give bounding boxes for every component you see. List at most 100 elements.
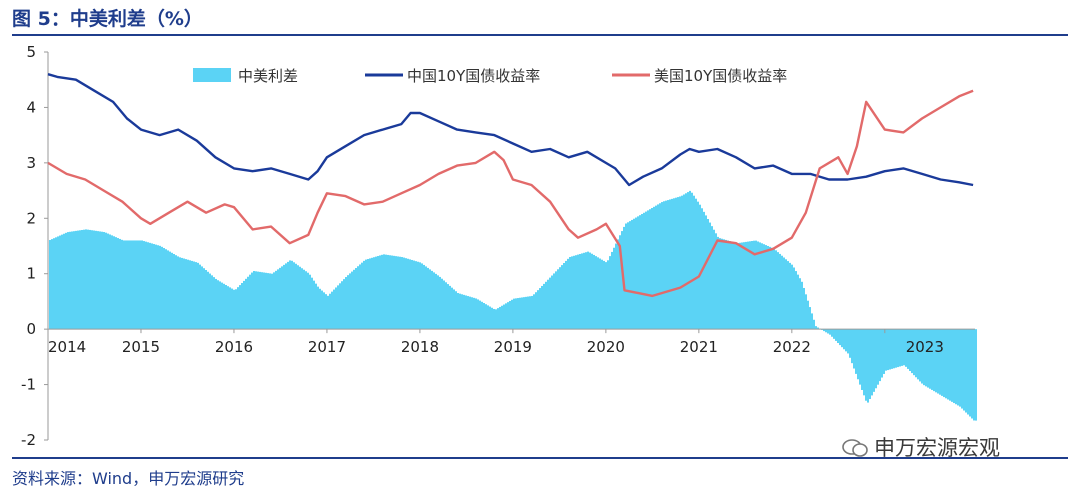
spread-bar: [963, 329, 965, 411]
spread-bar: [63, 233, 65, 330]
spread-bar: [197, 262, 199, 330]
spread-bar: [527, 296, 529, 330]
spread-bar: [83, 229, 85, 330]
spread-bar: [239, 285, 241, 330]
spread-bar: [415, 261, 417, 330]
spread-bar: [713, 229, 715, 330]
spread-bar: [167, 250, 169, 330]
spread-bar: [111, 235, 113, 330]
spread-bar: [379, 255, 381, 330]
spread-bar: [289, 260, 291, 330]
x-tick-label: 2014: [48, 338, 86, 356]
spread-bar: [965, 329, 967, 413]
spread-bar: [267, 273, 269, 330]
y-tick-label: 2: [26, 209, 36, 227]
spread-bar: [959, 329, 961, 407]
spread-bar: [581, 253, 583, 330]
spread-bar: [659, 203, 661, 330]
spread-bar: [611, 251, 613, 330]
spread-bar: [297, 265, 299, 330]
spread-bar: [355, 268, 357, 330]
spread-bar: [935, 329, 937, 393]
spread-bar: [113, 236, 115, 330]
spread-bar: [919, 329, 921, 382]
spread-bar: [371, 257, 373, 330]
spread-bar: [361, 262, 363, 330]
spread-bar: [477, 299, 479, 330]
spread-bar: [131, 240, 133, 330]
spread-bar: [849, 329, 851, 358]
spread-bar: [235, 289, 237, 330]
spread-bar: [459, 293, 461, 330]
china-yield-line: [47, 73, 974, 187]
spread-bar: [357, 266, 359, 330]
spread-bar: [785, 259, 787, 330]
spread-bar: [529, 296, 531, 330]
spread-bar: [577, 254, 579, 330]
spread-bar: [489, 306, 491, 330]
spread-bar: [913, 329, 915, 376]
spread-bar: [809, 307, 811, 330]
spread-bar: [87, 229, 89, 330]
spread-bar: [853, 329, 855, 369]
spread-bar: [363, 260, 365, 330]
spread-bar: [617, 239, 619, 330]
x-tick-label: 2023: [906, 338, 944, 356]
y-tick-label: 5: [26, 43, 36, 61]
spread-bar: [753, 240, 755, 330]
spread-bar: [697, 201, 699, 330]
series-lines: [47, 73, 974, 298]
spread-bar: [175, 255, 177, 330]
us-yield-line: [47, 89, 974, 298]
spread-bar: [483, 303, 485, 330]
spread-bar: [555, 271, 557, 330]
spread-bar: [137, 240, 139, 330]
spread-bar: [799, 278, 801, 330]
spread-bar: [893, 329, 895, 369]
spread-bar: [367, 259, 369, 330]
spread-bar: [75, 230, 77, 330]
spread-bar: [165, 249, 167, 330]
spread-bar: [869, 329, 871, 399]
spread-bar: [865, 329, 867, 401]
spread-bar: [381, 254, 383, 330]
spread-bar: [349, 273, 351, 330]
spread-bar: [649, 209, 651, 330]
spread-bar: [613, 247, 615, 330]
spread-bar: [537, 290, 539, 330]
spread-bar: [117, 238, 119, 330]
spread-bar: [707, 218, 709, 330]
spread-bar: [491, 307, 493, 330]
spread-bar: [429, 269, 431, 330]
spread-bar: [543, 283, 545, 330]
spread-bar: [539, 288, 541, 330]
spread-bar: [119, 238, 121, 330]
spread-bar: [105, 232, 107, 330]
spread-bar: [845, 329, 847, 352]
spread-bar: [709, 222, 711, 330]
spread-bar: [453, 289, 455, 330]
spread-bar: [657, 204, 659, 330]
spread-bar: [723, 239, 725, 330]
spread-bar: [369, 258, 371, 330]
spread-bar: [817, 327, 819, 330]
spread-bar: [439, 276, 441, 330]
spread-bar: [57, 236, 59, 330]
spread-bar: [129, 240, 131, 330]
spread-bar: [219, 281, 221, 330]
spread-bar: [627, 222, 629, 330]
spread-bar: [683, 194, 685, 330]
spread-bar: [909, 329, 911, 372]
legend-label-spread: 中美利差: [238, 67, 298, 85]
spread-bar: [339, 283, 341, 330]
spread-bar: [389, 255, 391, 330]
spread-bar: [645, 211, 647, 330]
spread-bar: [303, 269, 305, 330]
spread-bar: [345, 277, 347, 330]
spread-bar: [633, 218, 635, 330]
spread-bar: [455, 291, 457, 330]
spread-bar: [177, 256, 179, 330]
spread-bar: [829, 329, 831, 335]
spread-bar: [205, 269, 207, 330]
spread-bar: [457, 293, 459, 330]
